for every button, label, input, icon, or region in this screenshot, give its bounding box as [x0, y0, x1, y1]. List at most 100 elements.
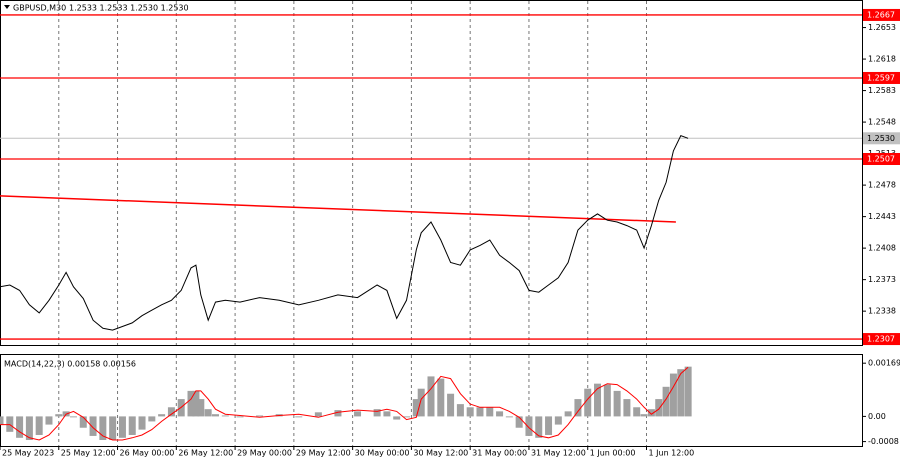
macd-bar [45, 416, 53, 425]
macd-bar [204, 409, 212, 417]
x-tick-label: 31 May 00:00 [472, 449, 527, 458]
macd-bar [0, 416, 4, 425]
y-tick-label: 1.2443 [868, 212, 896, 221]
macd-bar [647, 409, 655, 417]
macd-bar [486, 407, 494, 417]
macd-bar [525, 416, 533, 436]
macd-bar [393, 416, 401, 420]
macd-bar [256, 415, 264, 417]
macd-bar [437, 378, 445, 417]
macd-bar [212, 414, 219, 417]
macd-bar [584, 388, 592, 417]
macd-bar [613, 390, 621, 417]
macd-bar [662, 386, 670, 417]
level-label: 1.2667 [867, 10, 895, 19]
macd-bar [354, 411, 362, 417]
macd-bar [684, 366, 692, 417]
macd-bar [197, 399, 205, 417]
macd-bar [148, 416, 156, 422]
level-label: 1.2597 [867, 73, 895, 82]
level-label: 1.2507 [867, 155, 895, 164]
macd-bar [633, 407, 641, 417]
x-tick-label: 1 Jun 00:00 [590, 449, 636, 458]
last-price-box [863, 132, 900, 145]
macd-bar [79, 416, 87, 428]
menu-arrow [4, 5, 10, 9]
macd-bar [158, 414, 166, 417]
y-tick-label: -0.0008 [868, 437, 899, 446]
last-price-label: 1.2530 [867, 134, 895, 143]
macd-bar [603, 384, 611, 417]
macd-bar [295, 416, 303, 418]
signal-line [0, 366, 689, 441]
x-tick-label: 30 May 00:00 [355, 449, 410, 458]
macd-bar [669, 373, 677, 417]
y-tick-label: 1.2618 [868, 55, 896, 64]
y-tick-label: 1.2478 [868, 181, 896, 190]
macd-bar [476, 407, 484, 417]
level-box [863, 71, 900, 84]
main-panel [0, 0, 863, 346]
macd-bar [456, 404, 464, 417]
x-tick-label: 25 May 2023 [2, 449, 54, 458]
macd-title: MACD(14,22,3) 0.00158 0.00156 [4, 360, 136, 369]
x-tick-label: 26 May 00:00 [120, 449, 175, 458]
macd-bar [412, 399, 420, 417]
trend-line [0, 195, 676, 223]
macd-bar [55, 414, 63, 417]
level-label: 1.2307 [867, 335, 895, 344]
level-box [863, 333, 900, 346]
macd-bar [99, 416, 107, 441]
macd-bar [515, 416, 523, 428]
macd-bar [640, 414, 648, 417]
macd-bar [192, 390, 200, 417]
macd-bar [16, 416, 24, 438]
macd-bar [496, 411, 504, 417]
macd-bar [466, 407, 474, 417]
macd-bar [167, 407, 175, 417]
macd-bar [623, 399, 631, 417]
x-tick-label: 29 May 12:00 [296, 449, 351, 458]
x-tick-label: 1 Jun 12:00 [649, 449, 695, 458]
macd-bar [677, 369, 685, 417]
macd-bar [314, 412, 322, 417]
y-tick-label: 1.2373 [868, 275, 896, 284]
macd-bar [118, 416, 126, 438]
y-tick-label: 0.00 [868, 412, 886, 421]
y-tick-label: 1.2338 [868, 307, 896, 316]
price-line [0, 134, 689, 331]
quote: 1.2533 1.2533 1.2530 1.2530 [69, 4, 189, 13]
macd-bar [89, 416, 97, 436]
macd-bar [594, 383, 602, 417]
macd-bar [655, 399, 663, 417]
macd-bar [334, 410, 342, 417]
macd-bar [109, 416, 117, 441]
x-tick-label: 31 May 12:00 [531, 449, 586, 458]
macd-bar [221, 415, 229, 417]
x-tick-label: 26 May 12:00 [178, 449, 233, 458]
macd-bar [25, 416, 33, 441]
macd-bar [128, 416, 136, 435]
x-tick-label: 30 May 12:00 [413, 449, 468, 458]
macd-bar [35, 416, 43, 435]
y-tick-label: 1.2583 [868, 86, 896, 95]
macd-bar [545, 416, 553, 435]
macd-bar [373, 409, 381, 417]
x-tick-label: 29 May 00:00 [237, 449, 292, 458]
macd-bar [138, 416, 146, 430]
macd-bar [236, 416, 244, 418]
level-box [863, 8, 900, 21]
macd-bar [403, 416, 411, 418]
macd-bar [427, 376, 435, 417]
macd-bar [187, 390, 195, 417]
y-tick-label: 1.2408 [868, 244, 896, 253]
macd-bar [69, 416, 77, 418]
symbol-title: GBPUSD,M30 [13, 4, 66, 13]
macd-bar [554, 416, 562, 425]
macd-bar [383, 411, 391, 417]
macd-bar [447, 393, 455, 417]
y-tick-label: 1.2548 [868, 118, 896, 127]
level-box [863, 153, 900, 166]
